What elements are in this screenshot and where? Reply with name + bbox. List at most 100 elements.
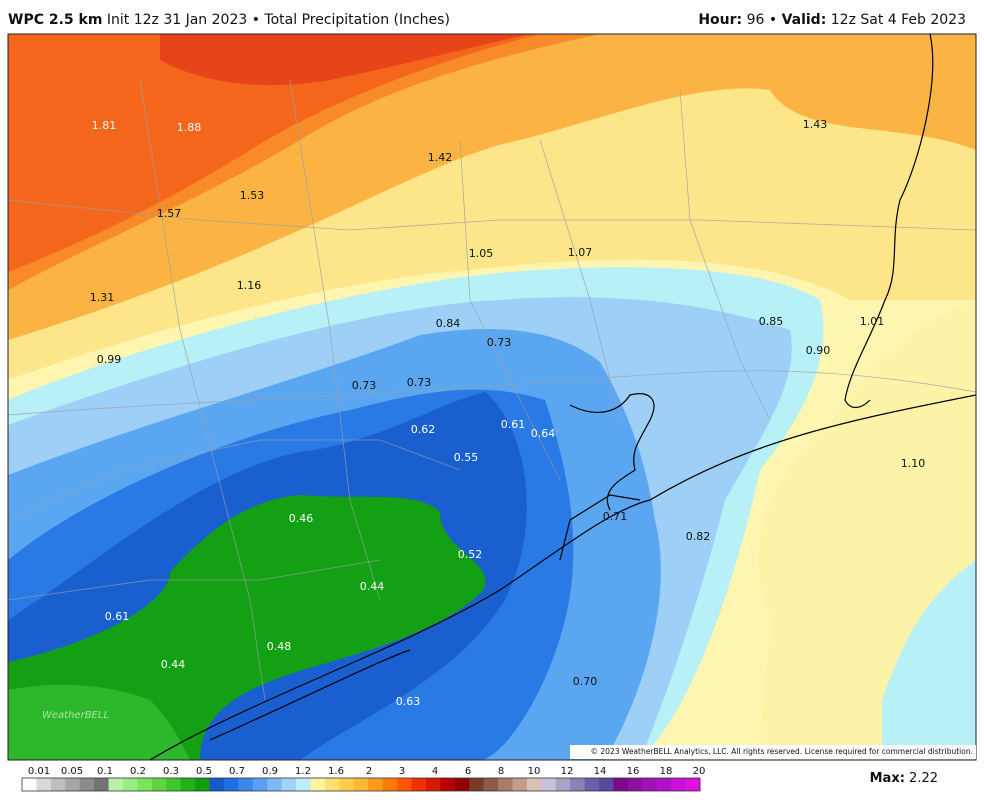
color-swatch <box>94 778 109 791</box>
precip-label: 0.73 <box>352 379 377 392</box>
color-bar-label: 6 <box>465 766 471 777</box>
precip-label: 0.64 <box>531 427 556 440</box>
precip-label: 1.07 <box>568 246 593 259</box>
max-label: Max: <box>869 771 905 786</box>
color-swatch <box>339 778 355 791</box>
precip-label: 0.48 <box>267 640 292 653</box>
color-swatch <box>642 778 658 791</box>
color-bar-frame <box>21 777 701 792</box>
color-swatch <box>570 778 585 791</box>
header-right: Hour: 96 • Valid: 12z Sat 4 Feb 2023 <box>698 12 966 28</box>
color-swatch <box>166 778 181 791</box>
max-number: 2.22 <box>909 771 938 786</box>
color-bar-label: 0.2 <box>130 766 146 777</box>
precip-label: 1.31 <box>90 291 115 304</box>
color-swatch <box>22 778 37 791</box>
precip-label: 0.44 <box>360 580 385 593</box>
color-swatch <box>79 778 95 791</box>
color-swatch <box>671 778 686 791</box>
color-swatch <box>425 778 441 791</box>
color-swatch <box>411 778 427 791</box>
header-left: WPC 2.5 km Init 12z 31 Jan 2023 • Total … <box>8 12 450 28</box>
color-bar-label: 12 <box>561 766 574 777</box>
color-swatch <box>584 778 600 791</box>
color-bar-label: 1.6 <box>328 766 344 777</box>
color-swatch <box>252 778 268 791</box>
copyright-box <box>570 745 976 759</box>
precip-label: 0.73 <box>487 336 512 349</box>
precip-label: 0.70 <box>573 675 598 688</box>
precip-label: 1.16 <box>237 279 262 292</box>
precip-label: 1.57 <box>157 207 182 220</box>
color-swatch <box>151 778 167 791</box>
color-swatch <box>541 778 557 791</box>
precip-label: 0.73 <box>407 376 432 389</box>
precip-label: 0.52 <box>458 548 483 561</box>
color-swatch <box>50 778 66 791</box>
color-swatch <box>209 778 225 791</box>
color-swatch <box>613 778 629 791</box>
logo: WeatherBELL <box>42 710 109 721</box>
precip-label: 1.53 <box>240 189 265 202</box>
county-borders <box>8 79 976 701</box>
color-swatch <box>526 778 542 791</box>
color-swatch <box>137 778 153 791</box>
copyright: © 2023 WeatherBELL Analytics, LLC. All r… <box>591 747 973 756</box>
color-bar-label: 20 <box>693 766 706 777</box>
color-swatch <box>122 778 138 791</box>
precip-label: 0.85 <box>759 315 784 328</box>
color-swatch <box>296 778 311 791</box>
precip-label: 1.88 <box>177 121 202 134</box>
precip-label: 1.10 <box>901 457 926 470</box>
color-bar-label: 0.7 <box>229 766 245 777</box>
product-info: Init 12z 31 Jan 2023 • Total Precipitati… <box>106 12 450 28</box>
color-swatch <box>627 778 643 791</box>
color-swatch <box>555 778 571 791</box>
color-swatch <box>368 778 383 791</box>
precip-label: 1.42 <box>428 151 453 164</box>
precip-label: 0.61 <box>105 610 130 623</box>
color-bar-label: 0.1 <box>97 766 113 777</box>
precip-label: 0.61 <box>501 418 526 431</box>
color-bar-label: 1.2 <box>295 766 311 777</box>
precip-label: 0.84 <box>436 317 461 330</box>
color-swatch <box>382 778 398 791</box>
color-bar-label: 18 <box>660 766 673 777</box>
color-swatch <box>223 778 239 791</box>
band <box>8 684 190 760</box>
color-swatch <box>238 778 254 791</box>
color-swatch <box>685 778 701 791</box>
precip-label: 0.62 <box>411 423 436 436</box>
color-swatch <box>599 778 614 791</box>
valid-value: 12z Sat 4 Feb 2023 <box>830 12 966 28</box>
color-swatch <box>469 778 484 791</box>
precip-label: 0.55 <box>454 451 479 464</box>
point-labels: 1.81 1.88 1.42 1.43 1.53 1.57 1.05 1.07 1.31 1.16… <box>90 118 926 708</box>
max-value: Max: 2.22 <box>870 771 938 786</box>
precip-label: 1.81 <box>92 119 117 132</box>
color-bar-label: 8 <box>498 766 504 777</box>
precip-label: 0.44 <box>161 658 186 671</box>
precip-label: 0.63 <box>396 695 421 708</box>
color-swatch <box>440 778 456 791</box>
color-bar-label: 3 <box>399 766 405 777</box>
precip-label: 0.82 <box>686 530 711 543</box>
color-swatch <box>324 778 340 791</box>
color-bar-label: 0.5 <box>196 766 212 777</box>
color-swatch <box>656 778 672 791</box>
color-swatch <box>108 778 124 791</box>
color-swatch <box>397 778 412 791</box>
coastline <box>149 34 976 760</box>
color-bar-label: 0.05 <box>61 766 83 777</box>
color-swatch <box>498 778 513 791</box>
band <box>160 34 530 86</box>
color-bar-label: 16 <box>627 766 640 777</box>
color-bar-label: 0.01 <box>28 766 50 777</box>
precip-label: 1.01 <box>860 315 885 328</box>
precip-label: 0.46 <box>289 512 314 525</box>
color-swatch <box>512 778 528 791</box>
color-swatch <box>281 778 297 791</box>
color-swatch <box>65 778 81 791</box>
